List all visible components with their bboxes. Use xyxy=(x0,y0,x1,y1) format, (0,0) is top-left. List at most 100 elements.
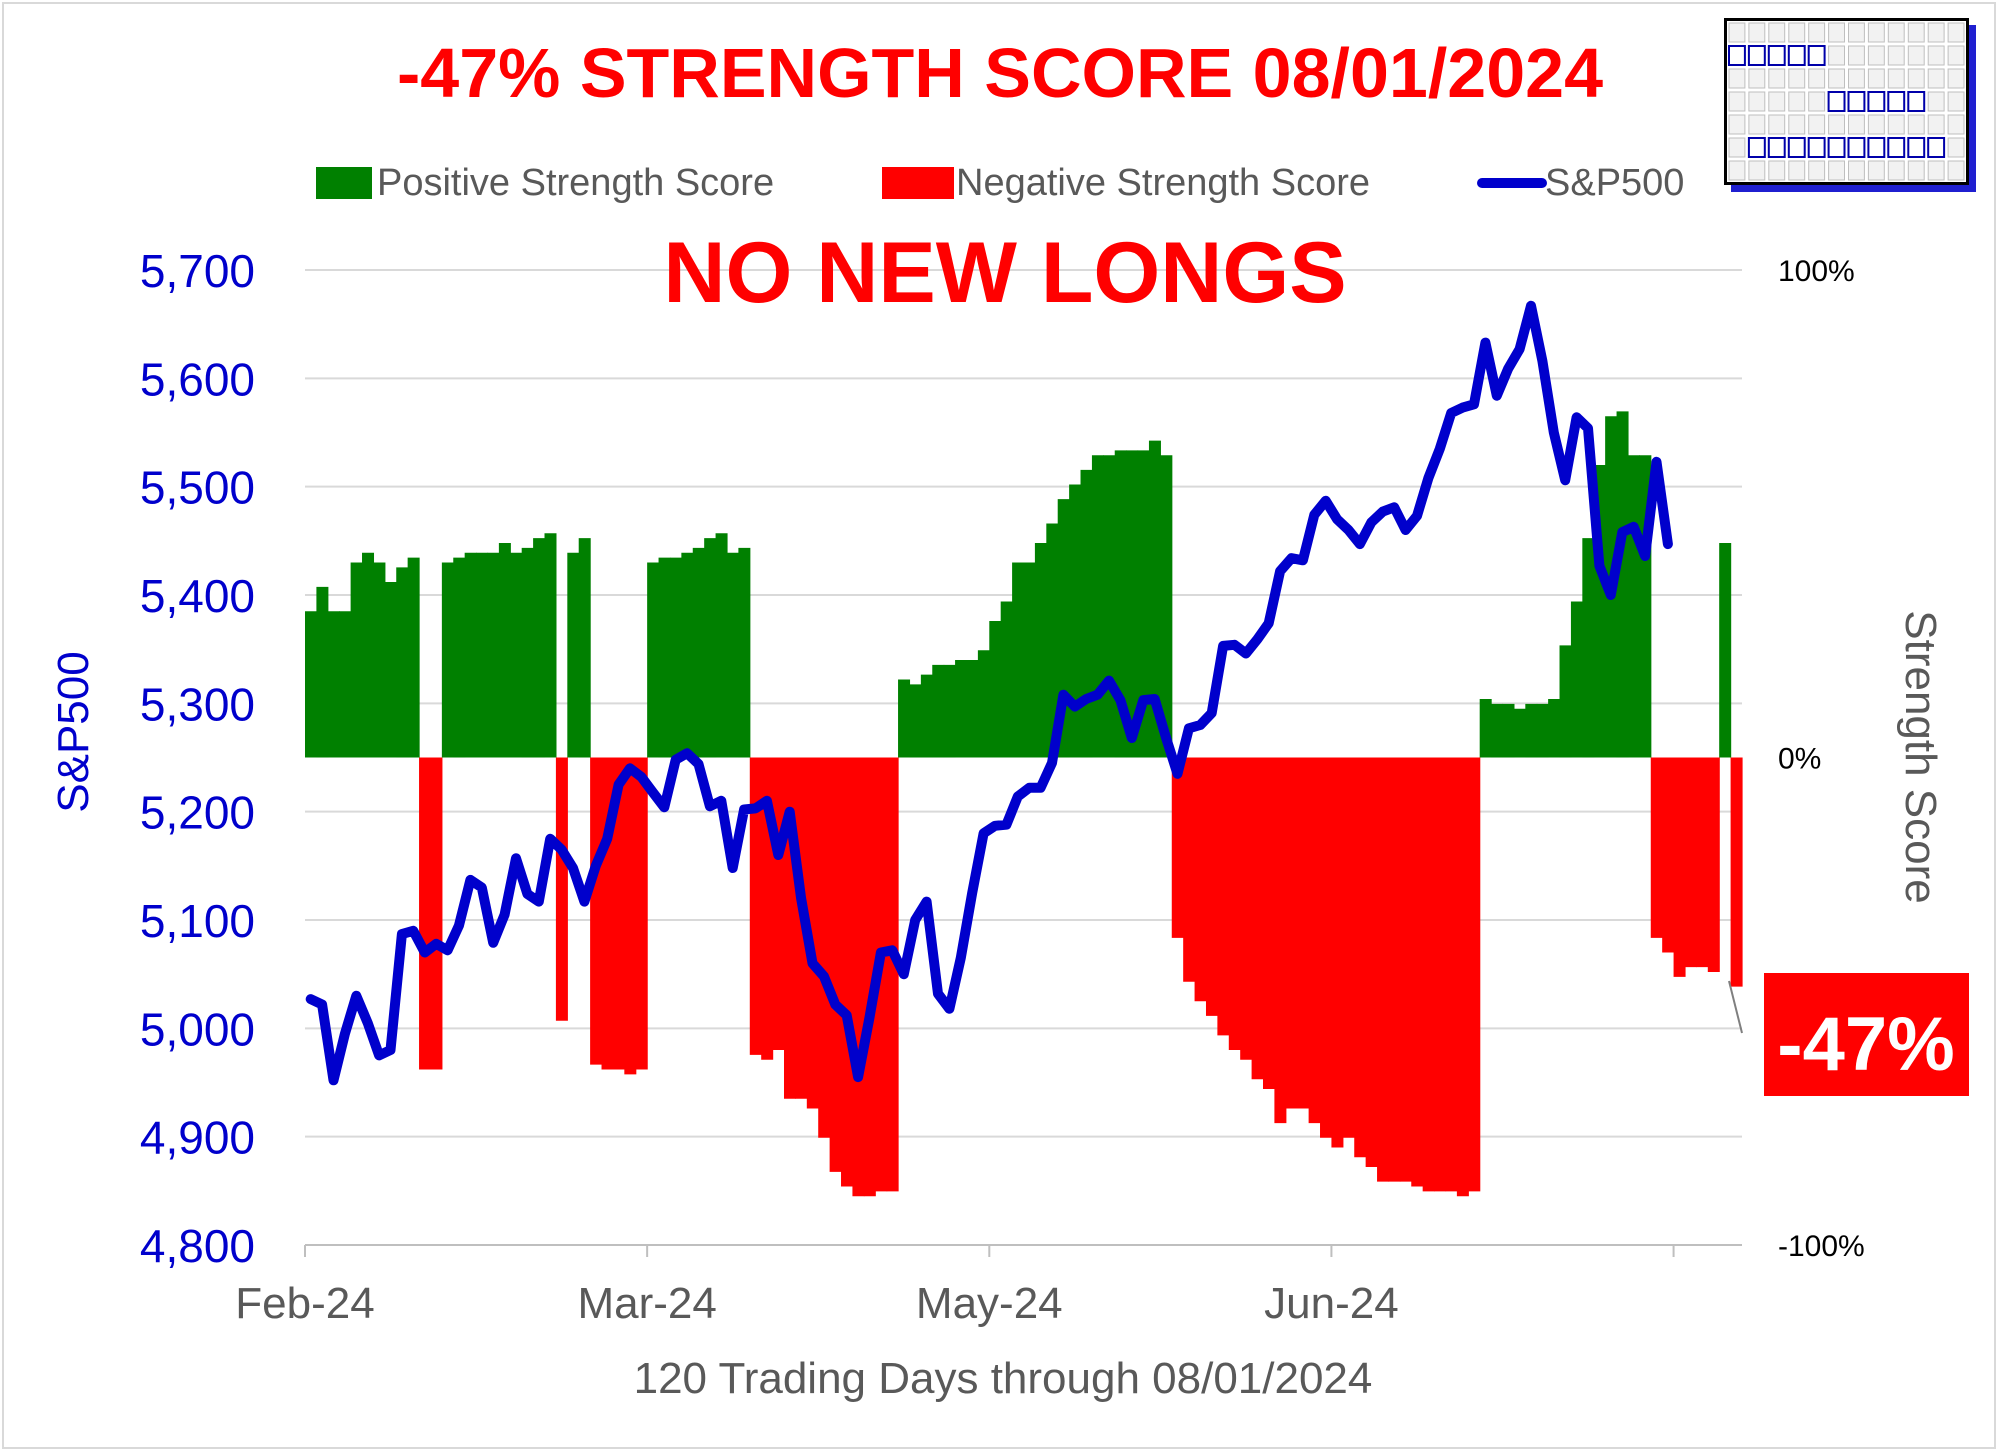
positive-strength-bar xyxy=(1536,703,1549,758)
positive-strength-bar xyxy=(1148,440,1161,758)
positive-strength-bar xyxy=(464,552,477,758)
legend-positive-swatch xyxy=(316,167,372,199)
negative-strength-bar xyxy=(1194,757,1207,1002)
positive-strength-bar xyxy=(1513,708,1526,758)
negative-strength-bar xyxy=(886,757,899,1192)
negative-strength-bar xyxy=(624,757,637,1075)
positive-strength-bar xyxy=(1160,455,1173,758)
positive-strength-bar xyxy=(658,557,671,758)
positive-strength-bar xyxy=(898,679,911,758)
negative-strength-bar xyxy=(1399,757,1412,1182)
positive-strength-bar xyxy=(396,567,409,758)
y-right-tick-label: 100% xyxy=(1778,255,1855,288)
negative-strength-bar xyxy=(1707,757,1720,972)
negative-strength-bar xyxy=(1342,757,1355,1138)
callout-value: -47% xyxy=(1777,1002,1954,1087)
positive-strength-bar xyxy=(384,582,397,758)
y-left-tick-label: 5,600 xyxy=(140,353,255,405)
positive-strength-bar xyxy=(1069,484,1082,758)
positive-strength-bar xyxy=(407,557,420,758)
positive-strength-bar xyxy=(339,611,352,758)
positive-strength-bar xyxy=(510,552,523,758)
negative-strength-bar xyxy=(1456,757,1469,1197)
positive-strength-bar xyxy=(1000,601,1013,758)
negative-strength-bar xyxy=(555,757,568,1021)
negative-strength-bar xyxy=(829,757,842,1172)
negative-strength-bar xyxy=(852,757,865,1197)
negative-strength-bar xyxy=(1320,757,1333,1138)
negative-strength-bar xyxy=(1183,757,1196,982)
legend-positive-label: Positive Strength Score xyxy=(377,162,774,204)
negative-strength-bar xyxy=(1274,757,1287,1124)
negative-strength-bar xyxy=(612,757,625,1070)
positive-strength-bar xyxy=(476,552,489,758)
positive-strength-bar xyxy=(932,664,945,758)
positive-strength-bar xyxy=(738,547,751,758)
negative-strength-bar xyxy=(1251,757,1264,1080)
y-left-tick-label: 5,100 xyxy=(140,895,255,947)
sp500-series-line xyxy=(305,300,1673,1086)
positive-strength-bar xyxy=(1548,699,1561,758)
negative-strength-bar xyxy=(1434,757,1447,1192)
positive-strength-bar xyxy=(726,552,739,758)
headline: NO NEW LONGS xyxy=(663,225,1346,321)
callout-box xyxy=(1764,973,1969,1096)
positive-strength-bar xyxy=(305,611,317,758)
negative-strength-bar xyxy=(1684,757,1697,968)
positive-strength-bar xyxy=(920,674,933,758)
positive-strength-bar xyxy=(1627,455,1640,758)
negative-strength-bar xyxy=(1331,757,1344,1148)
y-axis-right-title: Strength Score xyxy=(1896,610,1945,904)
negative-strength-bar xyxy=(635,757,648,1070)
positive-strength-bar xyxy=(1023,562,1036,758)
negative-strength-bar xyxy=(1730,757,1743,987)
positive-strength-bar xyxy=(943,664,956,758)
positive-strength-bar xyxy=(1502,703,1515,758)
negative-strength-bar xyxy=(1422,757,1435,1192)
negative-strength-bar xyxy=(1365,757,1378,1167)
negative-strength-bar xyxy=(1650,757,1663,938)
negative-strength-bar xyxy=(1354,757,1367,1158)
positive-strength-bar xyxy=(1012,562,1025,758)
positive-strength-bar xyxy=(521,547,534,758)
positive-strength-bar xyxy=(1491,703,1504,758)
positive-strength-bar xyxy=(1080,469,1093,758)
negative-strength-bar xyxy=(806,757,819,1109)
y-left-tick-label: 5,500 xyxy=(140,462,255,514)
positive-strength-bar xyxy=(487,552,500,758)
x-tick-label: Feb-24 xyxy=(235,1279,374,1328)
negative-strength-bar xyxy=(1171,757,1184,938)
positive-strength-bar xyxy=(669,557,682,758)
negative-strength-bar xyxy=(863,757,876,1197)
positive-strength-bar xyxy=(1525,703,1538,758)
positive-strength-bar xyxy=(453,557,466,758)
positive-strength-bar xyxy=(1479,699,1492,758)
negative-strength-bar xyxy=(1377,757,1390,1182)
positive-strength-bar xyxy=(647,562,660,758)
x-axis-title: 120 Trading Days through 08/01/2024 xyxy=(634,1354,1373,1403)
positive-strength-bar xyxy=(578,538,591,758)
negative-strength-bar xyxy=(749,757,762,1055)
positive-strength-bar xyxy=(1126,450,1139,758)
positive-strength-bar xyxy=(1570,601,1583,758)
y-left-tick-label: 5,300 xyxy=(140,678,255,730)
positive-strength-bar xyxy=(955,660,968,758)
positive-strength-bar xyxy=(704,538,717,758)
negative-strength-bar xyxy=(1217,757,1230,1036)
positive-strength-bar xyxy=(362,552,375,758)
positive-strength-bar xyxy=(1137,450,1150,758)
positive-strength-bar xyxy=(1114,450,1127,758)
negative-strength-bar xyxy=(841,757,854,1187)
x-tick-label: Jun-24 xyxy=(1264,1279,1399,1328)
positive-strength-bar xyxy=(1046,523,1059,758)
positive-strength-bar xyxy=(441,562,454,758)
negative-strength-bar xyxy=(430,757,443,1070)
positive-strength-bar xyxy=(1616,411,1629,758)
negative-strength-bar xyxy=(1228,757,1241,1050)
negative-strength-bar xyxy=(1696,757,1709,968)
negative-strength-bar xyxy=(1411,757,1424,1187)
positive-strength-bar xyxy=(350,562,363,758)
negative-strength-bar xyxy=(1445,757,1458,1192)
positive-strength-bar xyxy=(327,611,340,758)
positive-strength-bar xyxy=(316,586,329,758)
